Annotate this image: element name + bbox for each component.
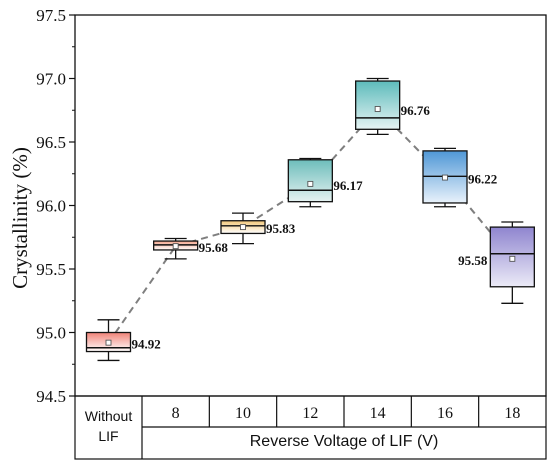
mean-value-label: 95.68 — [199, 240, 229, 255]
category-label: Without — [85, 408, 133, 424]
box-iqr — [355, 80, 401, 130]
mean-value-label: 95.58 — [458, 253, 488, 268]
category-label: 16 — [437, 405, 453, 422]
category-label: 18 — [504, 405, 520, 422]
box-plot — [422, 147, 468, 208]
x-axis-title: Reverse Voltage of LIF (V) — [250, 433, 439, 450]
category-label: 10 — [235, 405, 251, 422]
category-label: 8 — [172, 405, 180, 422]
box-plot — [489, 221, 535, 304]
mean-marker — [240, 224, 246, 231]
category-label-line2: LIF — [98, 428, 118, 444]
y-tick-label: 97.5 — [36, 6, 66, 25]
box-plot — [287, 157, 333, 208]
y-tick-label: 96.0 — [36, 197, 66, 216]
mean-marker — [442, 174, 448, 181]
box-plot — [220, 212, 266, 245]
mean-marker — [509, 255, 516, 262]
mean-marker — [172, 243, 179, 250]
mean-trend-line — [107, 107, 514, 344]
mean-marker — [105, 339, 112, 346]
mean-value-label: 96.17 — [333, 178, 363, 193]
y-tick-label: 96.5 — [36, 133, 66, 152]
box-plot — [85, 319, 132, 362]
y-tick-label: 95.0 — [36, 324, 66, 343]
mean-value-label: 96.76 — [401, 103, 431, 118]
mean-value-label: 94.92 — [132, 337, 161, 352]
y-tick-label: 95.5 — [36, 260, 66, 279]
mean-marker — [374, 106, 381, 112]
category-label: 12 — [302, 405, 318, 422]
box-plot — [153, 237, 199, 260]
mean-value-label: 96.22 — [468, 172, 497, 187]
box-plot — [355, 77, 401, 136]
y-tick-label: 94.5 — [36, 387, 66, 406]
mean-marker — [307, 180, 314, 187]
category-label: 14 — [370, 405, 386, 422]
y-tick-label: 97.0 — [36, 70, 66, 89]
box-iqr — [287, 159, 333, 203]
y-axis-title: Crystallinity (%) — [8, 147, 32, 289]
mean-value-label: 95.83 — [266, 221, 296, 236]
